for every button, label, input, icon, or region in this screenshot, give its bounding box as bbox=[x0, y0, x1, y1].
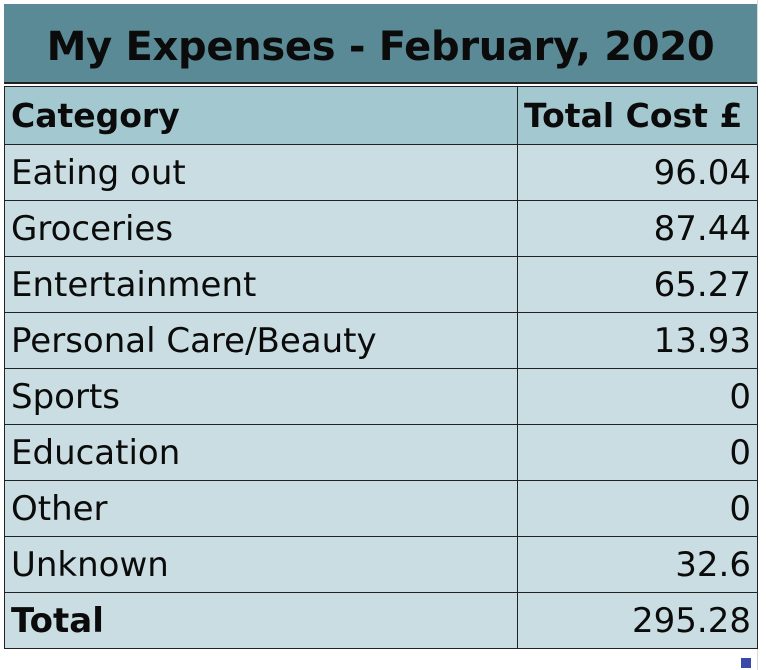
category-cell[interactable]: Other bbox=[4, 480, 518, 537]
selection-fill-handle[interactable] bbox=[740, 657, 752, 669]
category-cell[interactable]: Eating out bbox=[4, 144, 518, 201]
table-row: Personal Care/Beauty 13.93 bbox=[4, 312, 758, 369]
category-cell[interactable]: Personal Care/Beauty bbox=[4, 312, 518, 369]
sheet-gridline bbox=[757, 0, 766, 670]
table-row: Other 0 bbox=[4, 480, 758, 537]
cost-cell[interactable]: 0 bbox=[517, 368, 758, 425]
cost-cell[interactable]: 87.44 bbox=[517, 200, 758, 257]
cost-cell[interactable]: 32.6 bbox=[517, 536, 758, 593]
sheet-title: My Expenses - February, 2020 bbox=[46, 24, 715, 70]
table-row: Unknown 32.6 bbox=[4, 536, 758, 593]
category-cell[interactable]: Entertainment bbox=[4, 256, 518, 313]
category-cell[interactable]: Unknown bbox=[4, 536, 518, 593]
cost-cell[interactable]: 13.93 bbox=[517, 312, 758, 369]
table-row: Entertainment 65.27 bbox=[4, 256, 758, 313]
total-cost-cell[interactable]: 295.28 bbox=[517, 592, 758, 649]
category-cell[interactable]: Education bbox=[4, 424, 518, 481]
cost-cell[interactable]: 96.04 bbox=[517, 144, 758, 201]
expenses-table: Category Total Cost £ Eating out 96.04 G… bbox=[4, 86, 758, 649]
category-cell[interactable]: Sports bbox=[4, 368, 518, 425]
cost-cell[interactable]: 65.27 bbox=[517, 256, 758, 313]
cost-cell[interactable]: 0 bbox=[517, 424, 758, 481]
expenses-sheet: My Expenses - February, 2020 Category To… bbox=[4, 4, 758, 667]
title-cell[interactable]: My Expenses - February, 2020 bbox=[4, 4, 757, 84]
header-category[interactable]: Category bbox=[4, 86, 518, 145]
table-row: Education 0 bbox=[4, 424, 758, 481]
cost-cell[interactable]: 0 bbox=[517, 480, 758, 537]
header-row: Category Total Cost £ bbox=[4, 86, 758, 145]
total-label-cell[interactable]: Total bbox=[4, 592, 518, 649]
header-total-cost[interactable]: Total Cost £ bbox=[517, 86, 758, 145]
category-cell[interactable]: Groceries bbox=[4, 200, 518, 257]
table-row: Eating out 96.04 bbox=[4, 144, 758, 201]
table-row: Groceries 87.44 bbox=[4, 200, 758, 257]
table-row: Sports 0 bbox=[4, 368, 758, 425]
total-row: Total 295.28 bbox=[4, 592, 758, 649]
